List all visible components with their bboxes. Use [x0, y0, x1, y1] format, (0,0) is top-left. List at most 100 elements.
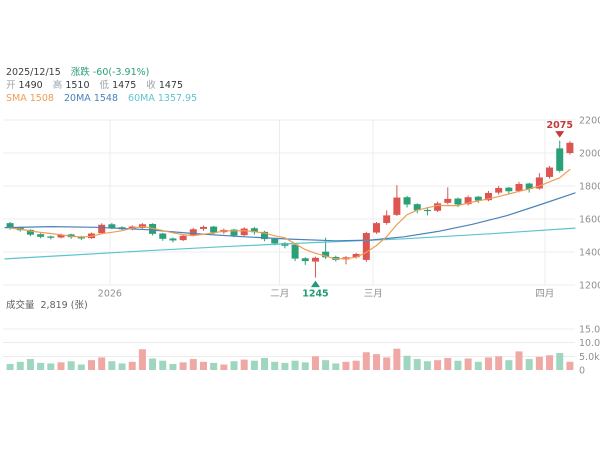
candle-body[interactable] — [393, 197, 401, 215]
candle-body[interactable] — [423, 209, 431, 212]
volume-bar[interactable] — [474, 361, 482, 370]
volume-bar[interactable] — [373, 354, 381, 370]
candle-body[interactable] — [291, 244, 299, 259]
volume-bar[interactable] — [16, 361, 24, 370]
candle-body[interactable] — [535, 177, 543, 189]
volume-bar[interactable] — [149, 358, 157, 370]
candle-body[interactable] — [230, 229, 238, 236]
volume-bar[interactable] — [464, 358, 472, 370]
candle-body[interactable] — [240, 228, 248, 236]
volume-bar[interactable] — [393, 348, 401, 370]
volume-bar[interactable] — [444, 357, 452, 370]
volume-bar[interactable] — [301, 362, 309, 370]
volume-bar[interactable] — [556, 353, 564, 370]
candle-body[interactable] — [454, 198, 462, 205]
volume-bar[interactable] — [281, 362, 289, 370]
volume-bar[interactable] — [220, 364, 228, 370]
volume-bar[interactable] — [291, 360, 299, 370]
candle-body[interactable] — [546, 167, 554, 177]
volume-bar[interactable] — [138, 349, 146, 370]
candle-body[interactable] — [362, 233, 370, 260]
candle-body[interactable] — [505, 187, 513, 192]
candle-body[interactable] — [210, 226, 218, 233]
volume-bar[interactable] — [454, 360, 462, 370]
volume-bar[interactable] — [332, 363, 340, 370]
volume-bar[interactable] — [118, 363, 126, 370]
candle-body[interactable] — [515, 184, 523, 191]
volume-bar[interactable] — [169, 363, 177, 370]
candle-body[interactable] — [301, 258, 309, 262]
volume-bar[interactable] — [515, 351, 523, 370]
candle-body[interactable] — [250, 228, 258, 233]
volume-bar[interactable] — [210, 362, 218, 370]
candle-body[interactable] — [77, 236, 85, 239]
volume-bar[interactable] — [67, 361, 75, 370]
candle-body[interactable] — [108, 224, 116, 228]
volume-bar[interactable] — [240, 359, 248, 370]
candle-body[interactable] — [525, 183, 533, 189]
volume-bar[interactable] — [250, 360, 258, 370]
volume-bar[interactable] — [271, 361, 279, 370]
volume-bar[interactable] — [525, 359, 533, 370]
candle-body[interactable] — [383, 215, 391, 223]
candle-body[interactable] — [271, 238, 279, 244]
volume-bar[interactable] — [261, 357, 269, 370]
volume-bar[interactable] — [159, 360, 167, 370]
candle-body[interactable] — [403, 197, 411, 205]
volume-bar[interactable] — [342, 361, 350, 370]
volume-bar[interactable] — [352, 360, 360, 370]
volume-bar[interactable] — [403, 355, 411, 370]
volume-bar[interactable] — [199, 361, 207, 370]
candle-body[interactable] — [495, 187, 503, 193]
candle-body[interactable] — [444, 198, 452, 203]
volume-bar[interactable] — [108, 361, 116, 370]
volume-bar[interactable] — [484, 357, 492, 370]
candle-body[interactable] — [159, 233, 167, 239]
candle-body[interactable] — [373, 223, 381, 233]
candle-body[interactable] — [199, 226, 207, 229]
volume-bar[interactable] — [322, 360, 330, 370]
volume-bar[interactable] — [77, 364, 85, 370]
volume-bar[interactable] — [535, 356, 543, 370]
candle-body[interactable] — [189, 229, 197, 236]
candle-body[interactable] — [434, 203, 442, 211]
candle-body[interactable] — [26, 229, 34, 235]
candle-body[interactable] — [464, 197, 472, 205]
candle-body[interactable] — [566, 142, 574, 153]
candle-body[interactable] — [169, 238, 177, 241]
candle-body[interactable] — [322, 251, 330, 258]
volume-bar[interactable] — [566, 361, 574, 370]
volume-bar[interactable] — [88, 360, 96, 370]
volume-bar[interactable] — [413, 359, 421, 370]
volume-bar[interactable] — [311, 356, 319, 370]
volume-bar[interactable] — [505, 360, 513, 370]
volume-bar[interactable] — [26, 359, 34, 370]
volume-bar[interactable] — [362, 352, 370, 370]
volume-bar[interactable] — [434, 360, 442, 370]
candle-body[interactable] — [6, 223, 14, 229]
candle-body[interactable] — [261, 231, 269, 240]
candle-body[interactable] — [474, 196, 482, 201]
volume-bar[interactable] — [179, 362, 187, 370]
volume-bar[interactable] — [383, 357, 391, 370]
volume-bar[interactable] — [47, 363, 55, 370]
volume-bar[interactable] — [189, 359, 197, 370]
candle-body[interactable] — [311, 257, 319, 262]
candle-body[interactable] — [37, 234, 45, 237]
volume-bar[interactable] — [495, 356, 503, 370]
candle-body[interactable] — [413, 204, 421, 211]
volume-bar[interactable] — [98, 357, 106, 370]
volume-bar[interactable] — [128, 361, 136, 370]
candle-body[interactable] — [179, 235, 187, 241]
volume-bar[interactable] — [37, 362, 45, 370]
volume-bar[interactable] — [546, 355, 554, 370]
candle-body[interactable] — [98, 224, 106, 234]
volume-bar[interactable] — [6, 363, 14, 370]
candle-body[interactable] — [57, 234, 65, 238]
candle-body[interactable] — [47, 236, 55, 238]
candle-body[interactable] — [556, 148, 564, 171]
candle-body[interactable] — [484, 192, 492, 201]
volume-bar[interactable] — [423, 361, 431, 370]
volume-bar[interactable] — [230, 361, 238, 370]
